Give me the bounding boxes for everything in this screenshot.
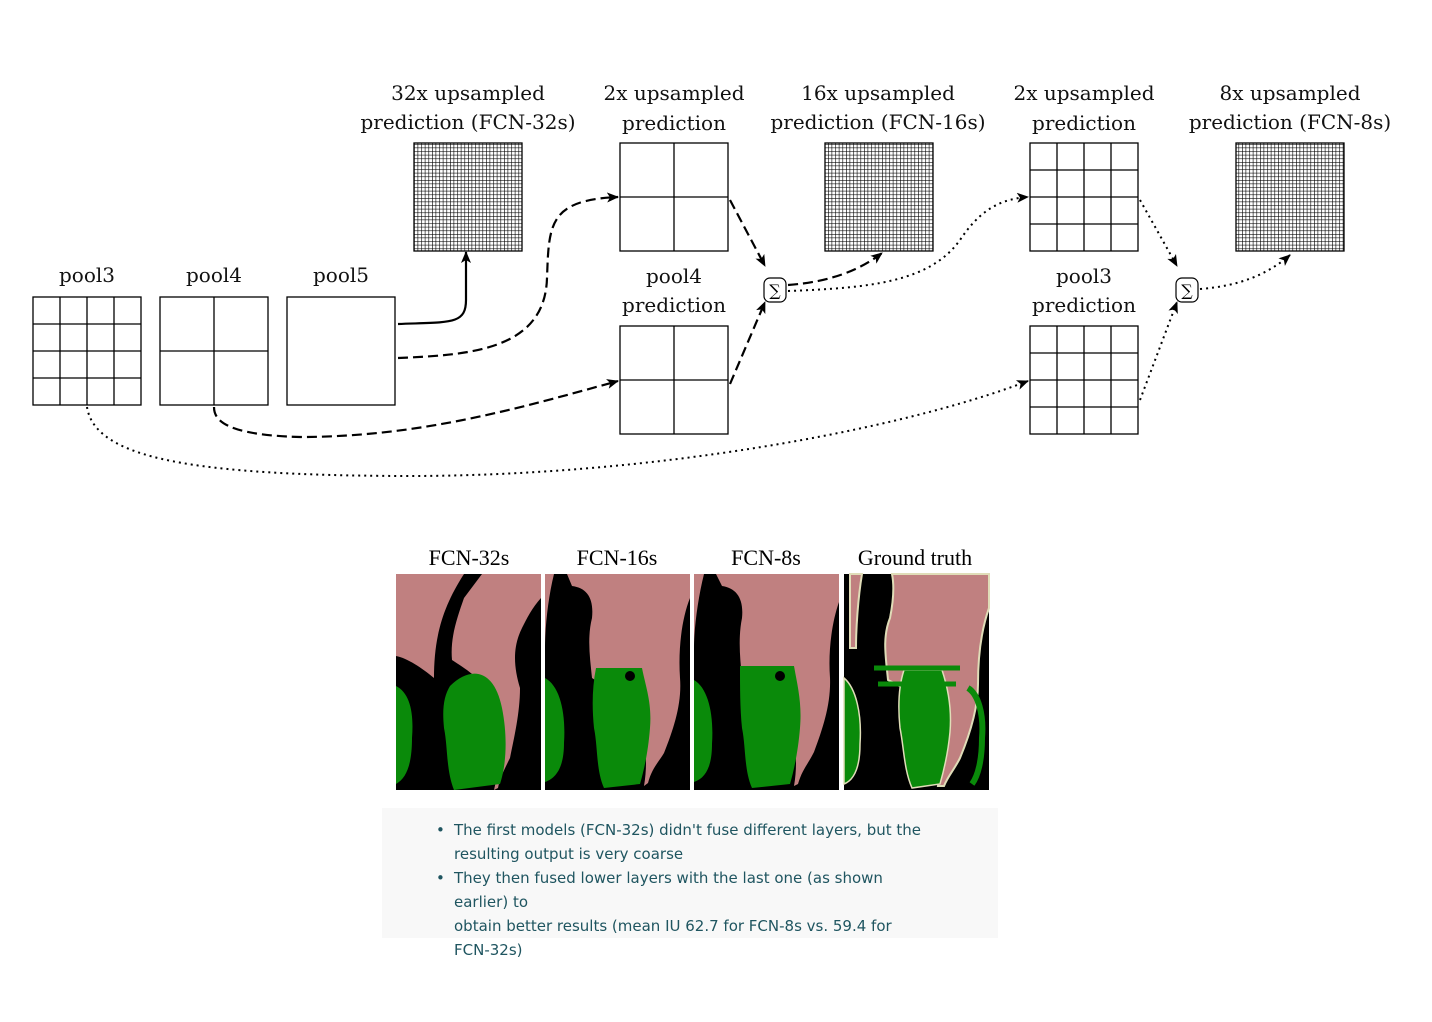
up32-label-line1: 32x upsampled <box>391 81 545 105</box>
pool4pred-label-line1: pool4 <box>646 264 702 288</box>
up16-label-line2: prediction (FCN-16s) <box>770 110 985 134</box>
arrow-pool5-to-up32 <box>397 251 471 326</box>
bullet-2-line-3: FCN-32s) <box>454 941 523 959</box>
fcn-architecture-diagram: pool3 pool4 pool5 32x upsampled predicti… <box>32 81 1391 478</box>
up2b-label-line2: prediction <box>1032 111 1136 135</box>
pool4-label: pool4 <box>186 263 242 287</box>
up2a-label-line2: prediction <box>622 111 726 135</box>
bullet-2-line-1: They then fused lower layers with the la… <box>454 869 883 911</box>
bullet-1-line-2: resulting output is very coarse <box>454 845 684 863</box>
up8-fine-grid <box>1235 142 1345 252</box>
up2a-label-line1: 2x upsampled <box>603 81 744 105</box>
up2b-label-line1: 2x upsampled <box>1013 81 1154 105</box>
pool5-box <box>286 296 396 406</box>
pool3pred-label-line2: prediction <box>1032 293 1136 317</box>
sum-symbol-2: ∑ <box>1181 281 1193 300</box>
segmentation-panel-ground-truth <box>843 573 990 790</box>
up32-label-line2: prediction (FCN-32s) <box>360 110 575 134</box>
up8-label-line2: prediction (FCN-8s) <box>1189 110 1391 134</box>
panel-title-ground-truth: Ground truth <box>858 545 972 570</box>
up2a-grid <box>619 142 729 252</box>
segmentation-panel-fcn16s <box>545 574 690 790</box>
pool3-grid <box>32 296 142 406</box>
bullet-2-line-2: obtain better results (mean IU 62.7 for … <box>454 917 892 935</box>
up8-label-line1: 8x upsampled <box>1219 81 1360 105</box>
segmentation-panel-fcn8s <box>694 574 839 790</box>
arrow-pool4pred-to-sum1 <box>728 301 767 385</box>
pool4pred-label-line2: prediction <box>622 293 726 317</box>
sum-node-1: ∑ <box>763 277 787 303</box>
arrow-pool5-to-up2a <box>397 192 619 360</box>
bullet-dot: • <box>436 869 445 887</box>
bullet-item: • They then fused lower layers with the … <box>432 866 932 962</box>
arrow-sum1-to-up2b <box>787 192 1029 292</box>
arrow-up2b-to-sum2 <box>1139 199 1178 267</box>
bullet-1-line-1: The first models (FCN-32s) didn't fuse d… <box>454 821 921 839</box>
pool3pred-label-line1: pool3 <box>1056 264 1112 288</box>
results-panel: FCN-32s FCN-16s FCN-8s Ground truth <box>382 538 998 959</box>
segmentation-panel-fcn32s <box>396 574 541 790</box>
up16-fine-grid <box>824 142 934 252</box>
bullet-item: • The first models (FCN-32s) didn't fuse… <box>432 818 932 866</box>
arrow-pool3-to-pool3pred <box>86 380 1029 478</box>
panel-title-fcn16s: FCN-16s <box>577 545 658 570</box>
pool4-grid <box>159 296 269 406</box>
segmentation-results: FCN-32s FCN-16s FCN-8s Ground truth <box>382 538 998 808</box>
up2b-grid <box>1029 142 1139 252</box>
sum-node-2: ∑ <box>1175 277 1199 303</box>
arrow-pool3pred-to-sum2 <box>1139 301 1178 401</box>
up16-label-line1: 16x upsampled <box>801 81 955 105</box>
arrow-sum2-to-up8 <box>1199 254 1291 290</box>
arrow-sum1-to-up16 <box>787 252 883 287</box>
pool4pred-grid <box>619 325 729 435</box>
bullet-list: • The first models (FCN-32s) didn't fuse… <box>432 818 932 962</box>
pool3pred-grid <box>1029 325 1139 435</box>
panel-title-fcn32s: FCN-32s <box>429 545 510 570</box>
sum-symbol-1: ∑ <box>769 281 781 300</box>
arrow-up2a-to-sum1 <box>729 199 766 267</box>
up32-fine-grid <box>413 142 523 252</box>
panel-title-fcn8s: FCN-8s <box>731 545 801 570</box>
pool5-label: pool5 <box>313 263 369 287</box>
arrow-pool4-to-pool4pred <box>212 379 619 439</box>
bullet-dot: • <box>436 821 445 839</box>
pool3-label: pool3 <box>59 263 115 287</box>
